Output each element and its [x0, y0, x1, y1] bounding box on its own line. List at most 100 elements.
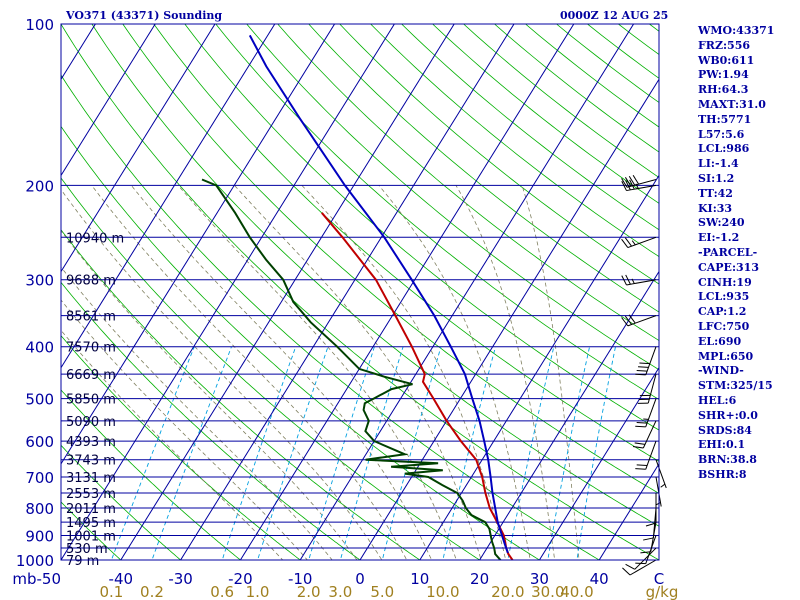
isotherm: [479, 270, 659, 560]
isotherm: [299, 24, 635, 560]
index-item: WB0:611: [698, 53, 755, 67]
index-item: RH:64.3: [698, 83, 749, 97]
height-label: 2011 m: [66, 502, 116, 517]
height-label: 10940 m: [66, 231, 124, 246]
index-item: HEL:6: [698, 393, 737, 407]
isotherm: [538, 366, 659, 560]
pressure-tick-label: 400: [25, 339, 54, 357]
wind-barb: [621, 274, 657, 286]
isotherm: [120, 24, 455, 560]
wind-barb: [621, 236, 657, 249]
dry-adiabat: [215, 24, 659, 401]
isotherm: [598, 462, 659, 560]
height-label: 3131 m: [66, 471, 116, 486]
parcel-line: [248, 34, 509, 554]
temperature-tick-label: -30: [168, 570, 193, 588]
dry-adiabat: [61, 177, 481, 560]
index-item: -PARCEL-: [698, 245, 758, 259]
pressure-tick-label: 500: [25, 391, 54, 409]
mixing-ratio-line: [576, 346, 616, 560]
mixing-ratio-line: [257, 346, 329, 560]
index-item: WMO:43371: [698, 24, 775, 37]
mixing-ratio-label: 2.0: [297, 583, 321, 600]
index-item: PW:1.94: [698, 68, 749, 82]
wind-barb: [621, 314, 657, 327]
index-item: EI:-1.2: [698, 231, 740, 245]
dry-adiabat: [91, 24, 659, 527]
moist-adiabat: [177, 185, 457, 560]
pressure-tick-label: 900: [25, 527, 54, 545]
temperature-tick-label: 10: [410, 570, 429, 588]
isotherm: [239, 24, 575, 560]
dry-adiabat: [339, 24, 659, 285]
dry-adiabat: [122, 24, 659, 494]
dry-adiabat: [246, 24, 659, 371]
mixing-ratio-label: 1.0: [246, 583, 270, 600]
moist-adiabat: [61, 329, 284, 560]
index-item: LCL:986: [698, 142, 750, 156]
plot-frame: [60, 23, 660, 561]
moist-adiabat: [234, 185, 482, 560]
wind-barb: [635, 346, 657, 376]
height-label: 8561 m: [66, 310, 116, 325]
index-item: SW:240: [698, 216, 745, 230]
index-item: LFC:750: [698, 319, 750, 333]
mixing-ratio-label: 3.0: [328, 583, 352, 600]
index-item: CAP:1.2: [698, 305, 747, 319]
temperature-tick-label: 30: [530, 570, 549, 588]
temperature-tick-label: -10: [288, 570, 313, 588]
wind-barb: [635, 398, 657, 428]
chart-series: [201, 34, 514, 560]
isotherm: [61, 24, 336, 465]
mixing-ratio-label: 5.0: [370, 583, 394, 600]
wind-barb: [632, 420, 657, 449]
mixing-ratio-label: g/kg: [646, 583, 679, 600]
index-item: TT:42: [698, 186, 733, 200]
height-label: 5850 m: [66, 393, 116, 408]
height-label: 79 m: [66, 554, 99, 569]
pressure-tick-label: 300: [25, 272, 54, 290]
dry-adiabat: [308, 24, 659, 313]
indices-panel: WMO:43371 FRZ:556 WB0:611 PW:1.94 RH:64.3 MAX…: [698, 24, 774, 483]
dry-adiabat: [61, 335, 301, 560]
dry-adiabat: [277, 24, 659, 342]
height-label: 3743 m: [66, 454, 116, 469]
valid-time: 0000Z 12 AUG 25: [560, 9, 669, 22]
dry-adiabat: [61, 501, 122, 560]
height-label: 4393 m: [66, 435, 116, 450]
wind-barb: [637, 373, 657, 404]
index-item: EHI:0.1: [698, 438, 746, 452]
isotherm: [359, 78, 659, 560]
index-item: SRDS:84: [698, 423, 752, 437]
pressure-tick-label: 700: [25, 469, 54, 487]
isotherm: [419, 174, 659, 560]
wind-barb: [645, 493, 657, 527]
height-label: 1001 m: [66, 529, 116, 544]
moist-adiabat: [61, 299, 308, 560]
index-item: SI:1.2: [698, 171, 735, 185]
mixing-ratio-line: [339, 346, 404, 560]
pressure-tick-label: 600: [25, 433, 54, 451]
moist-adiabat: [130, 185, 433, 560]
wind-barb: [625, 547, 657, 570]
index-item: CAPE:313: [698, 260, 759, 274]
temperature-tick-label: 0: [355, 570, 365, 588]
dry-adiabat: [153, 24, 659, 462]
mixing-ratio-label: 0.6: [210, 583, 234, 600]
dewpoint-line: [201, 178, 502, 560]
mixing-ratio-line: [221, 346, 297, 560]
mixing-ratio-line: [151, 346, 232, 560]
pressure-tick-label: 1000: [16, 552, 54, 570]
moist-adiabat: [301, 185, 507, 560]
pressure-tick-label: 200: [25, 177, 54, 195]
isotherm: [61, 24, 156, 177]
isotherm: [180, 24, 515, 560]
index-item: CINH:19: [698, 275, 752, 289]
mixing-ratio-label: 0.1: [99, 583, 123, 600]
index-item: -WIND-: [698, 364, 744, 378]
dry-adiabat: [61, 389, 242, 560]
height-label: 7570 m: [66, 341, 116, 356]
dry-adiabat: [61, 74, 600, 560]
index-item: LCL:935: [698, 290, 750, 304]
